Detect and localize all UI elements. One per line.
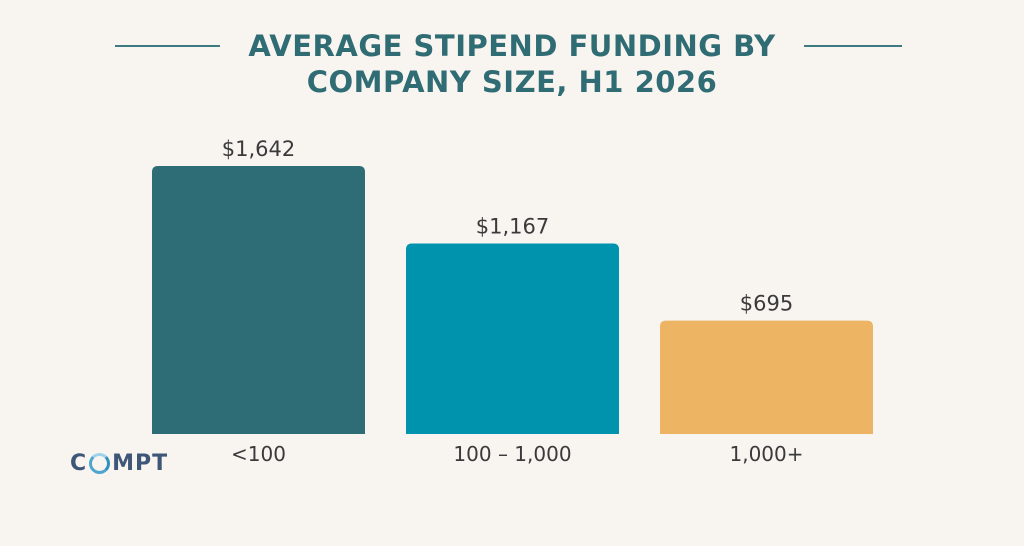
logo-text-start: C (70, 450, 88, 476)
title-row: AVERAGE STIPEND FUNDING BY COMPANY SIZE,… (0, 28, 1024, 102)
value-label-2: $695 (740, 292, 793, 316)
category-label-1: 100 – 1,000 (453, 442, 571, 466)
title-rule-right (804, 45, 902, 47)
o-ring-icon (89, 452, 111, 474)
value-label-1: $1,167 (476, 215, 549, 239)
chart-title: AVERAGE STIPEND FUNDING BY COMPANY SIZE,… (248, 29, 776, 99)
compt-logo: C MPT (70, 448, 168, 478)
value-label-0: $1,642 (222, 137, 295, 161)
title-rule-left (115, 45, 220, 47)
category-label-2: 1,000+ (729, 442, 803, 466)
bar-0 (152, 166, 365, 434)
logo-text-end: MPT (112, 450, 169, 476)
bar-2 (660, 320, 873, 434)
category-label-0: <100 (231, 442, 286, 466)
bar-1 (406, 243, 619, 434)
